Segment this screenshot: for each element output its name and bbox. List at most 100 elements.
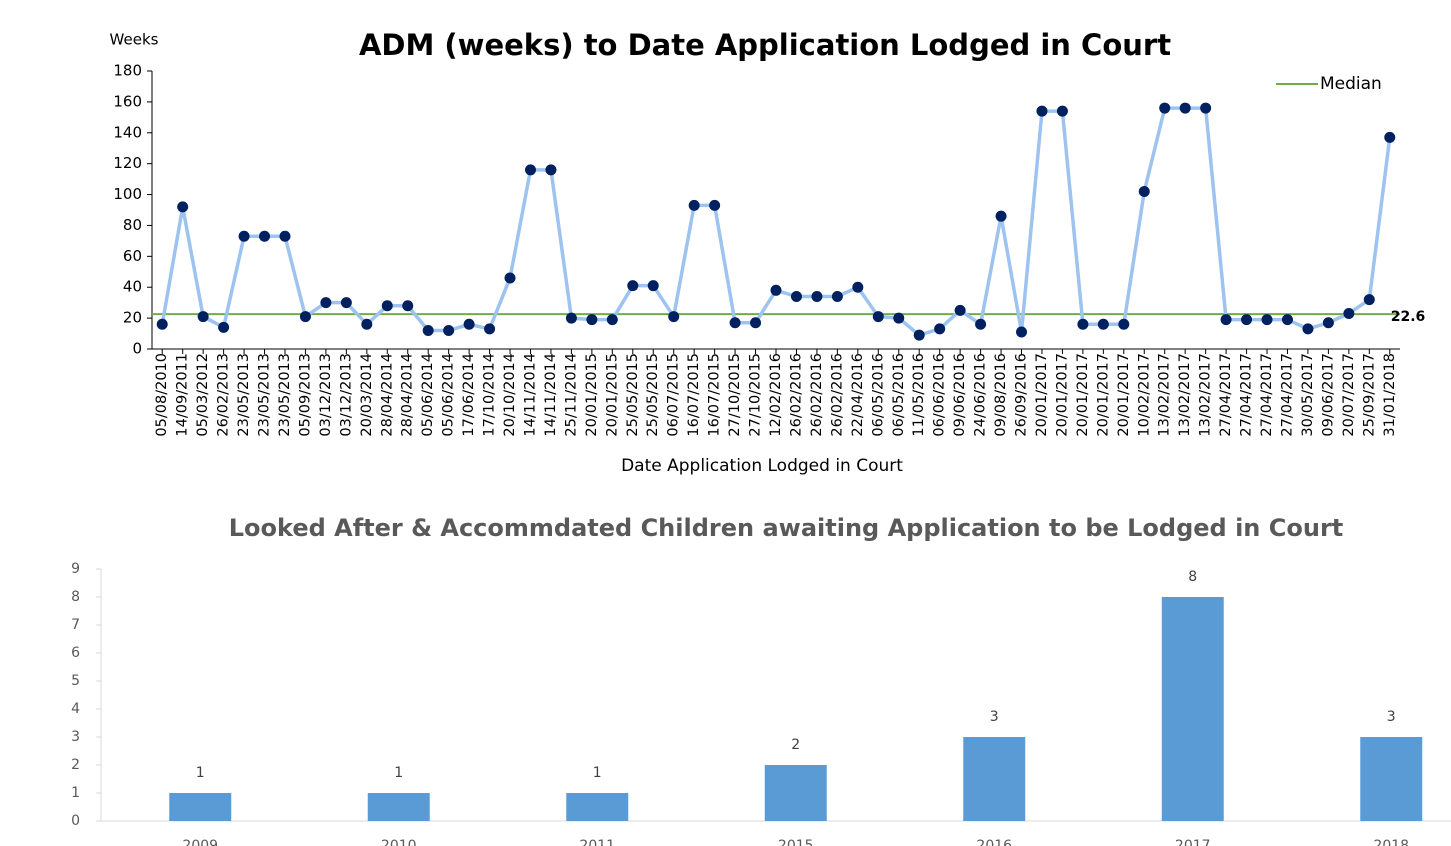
y-tick-label: 4 [71,701,80,717]
y-tick-label: 6 [71,645,80,661]
y-tick-label: 8 [71,589,80,605]
data-point [729,317,741,329]
chart-title: ADM (weeks) to Date Application Lodged i… [359,28,1171,62]
data-point [361,318,373,330]
x-tick-label: 09/06/2016 [952,353,968,437]
x-tick-label: 23/05/2013 [257,353,273,437]
x-tick-label: 26/02/2016 [809,353,825,437]
x-tick-label: 06/05/2016 [891,353,907,437]
y-tick-label: 140 [113,123,142,141]
data-point [484,323,496,335]
y-tick-label: 2 [71,757,80,773]
x-tick-label: 13/02/2017 [1157,353,1173,437]
data-point [893,312,905,324]
data-point [402,300,414,312]
data-point [1363,294,1375,306]
data-point [1241,314,1253,326]
data-point [1118,318,1130,330]
x-tick-label: 27/04/2017 [1239,353,1255,437]
x-tick-label: 2015 [778,838,814,846]
x-tick-label: 14/11/2014 [543,353,559,437]
y-tick-label: 20 [123,309,142,327]
x-tick-label: 2017 [1175,838,1211,846]
x-tick-label: 20/01/2017 [1054,353,1070,437]
data-label: 1 [394,765,403,781]
x-tick-label: 13/02/2017 [1177,353,1193,437]
chart-title: Looked After & Accommdated Children awai… [229,514,1344,542]
x-tick-label: 27/04/2017 [1218,353,1234,437]
x-tick-label: 17/06/2014 [461,353,477,437]
data-point [299,311,311,323]
y-axis-label: Weeks [110,31,159,49]
x-tick-label: 10/02/2017 [1136,353,1152,437]
data-label: 1 [196,765,205,781]
x-tick-label: 09/08/2016 [993,353,1009,437]
x-tick-label: 11/05/2016 [911,353,927,437]
x-tick-label: 20/01/2017 [1034,353,1050,437]
x-tick-label: 25/05/2015 [625,353,641,437]
x-tick-label: 2016 [976,838,1012,846]
data-point [156,318,168,330]
y-tick-label: 1 [71,785,80,801]
x-tick-label: 05/06/2014 [441,353,457,437]
data-point [1056,105,1068,117]
bar [1161,597,1224,821]
x-tick-label: 26/09/2016 [1014,353,1030,437]
data-point [811,290,823,302]
data-point [524,164,536,176]
y-tick-label: 0 [71,813,80,829]
x-tick-label: 27/04/2017 [1279,353,1295,437]
x-tick-label: 14/11/2014 [522,353,538,437]
y-tick-label: 60 [123,247,142,265]
data-point [1343,307,1355,319]
data-point [340,297,352,309]
y-tick-label: 9 [71,561,80,577]
x-tick-label: 28/04/2014 [379,353,395,437]
data-label: 1 [593,765,602,781]
x-tick-label: 03/12/2013 [318,353,334,437]
data-point [443,324,455,336]
x-tick-label: 2010 [381,838,417,846]
x-axis-label: Date Application Lodged in Court [621,456,903,476]
data-point [177,201,189,213]
x-tick-label: 09/06/2017 [1320,353,1336,437]
data-point [831,290,843,302]
y-tick-label: 160 [113,92,142,110]
x-tick-label: 14/09/2011 [175,353,191,437]
data-point [320,297,332,309]
x-tick-label: 20/03/2014 [359,353,375,437]
x-tick-label: 20/01/2015 [584,353,600,437]
data-point [770,284,782,296]
data-point [1302,323,1314,335]
y-tick-label: 3 [71,729,80,745]
data-point [790,290,802,302]
x-tick-label: 17/10/2014 [482,353,498,437]
x-tick-label: 27/04/2017 [1259,353,1275,437]
y-tick-label: 120 [113,154,142,172]
data-point [627,280,639,292]
x-tick-label: 23/05/2013 [236,353,252,437]
x-tick-label: 05/06/2014 [420,353,436,437]
data-label: 2 [791,737,800,753]
x-tick-label: 05/08/2010 [154,353,170,437]
x-tick-label: 26/02/2016 [829,353,845,437]
data-point [668,311,680,323]
legend-label: Median [1320,74,1382,94]
data-point [647,280,659,292]
y-tick-label: 7 [71,617,80,633]
x-tick-label: 05/09/2013 [297,353,313,437]
bar [963,737,1026,821]
x-tick-label: 25/09/2017 [1361,353,1377,437]
x-tick-label: 27/10/2015 [727,353,743,437]
data-point [238,230,250,242]
x-tick-label: 05/03/2012 [195,353,211,437]
x-tick-label: 20/01/2015 [604,353,620,437]
data-point [504,272,516,284]
x-tick-label: 30/05/2017 [1300,353,1316,437]
data-point [1261,314,1273,326]
data-label: 3 [1387,709,1396,725]
y-tick-label: 5 [71,673,80,689]
x-tick-label: 27/10/2015 [748,353,764,437]
data-label: 3 [990,709,999,725]
